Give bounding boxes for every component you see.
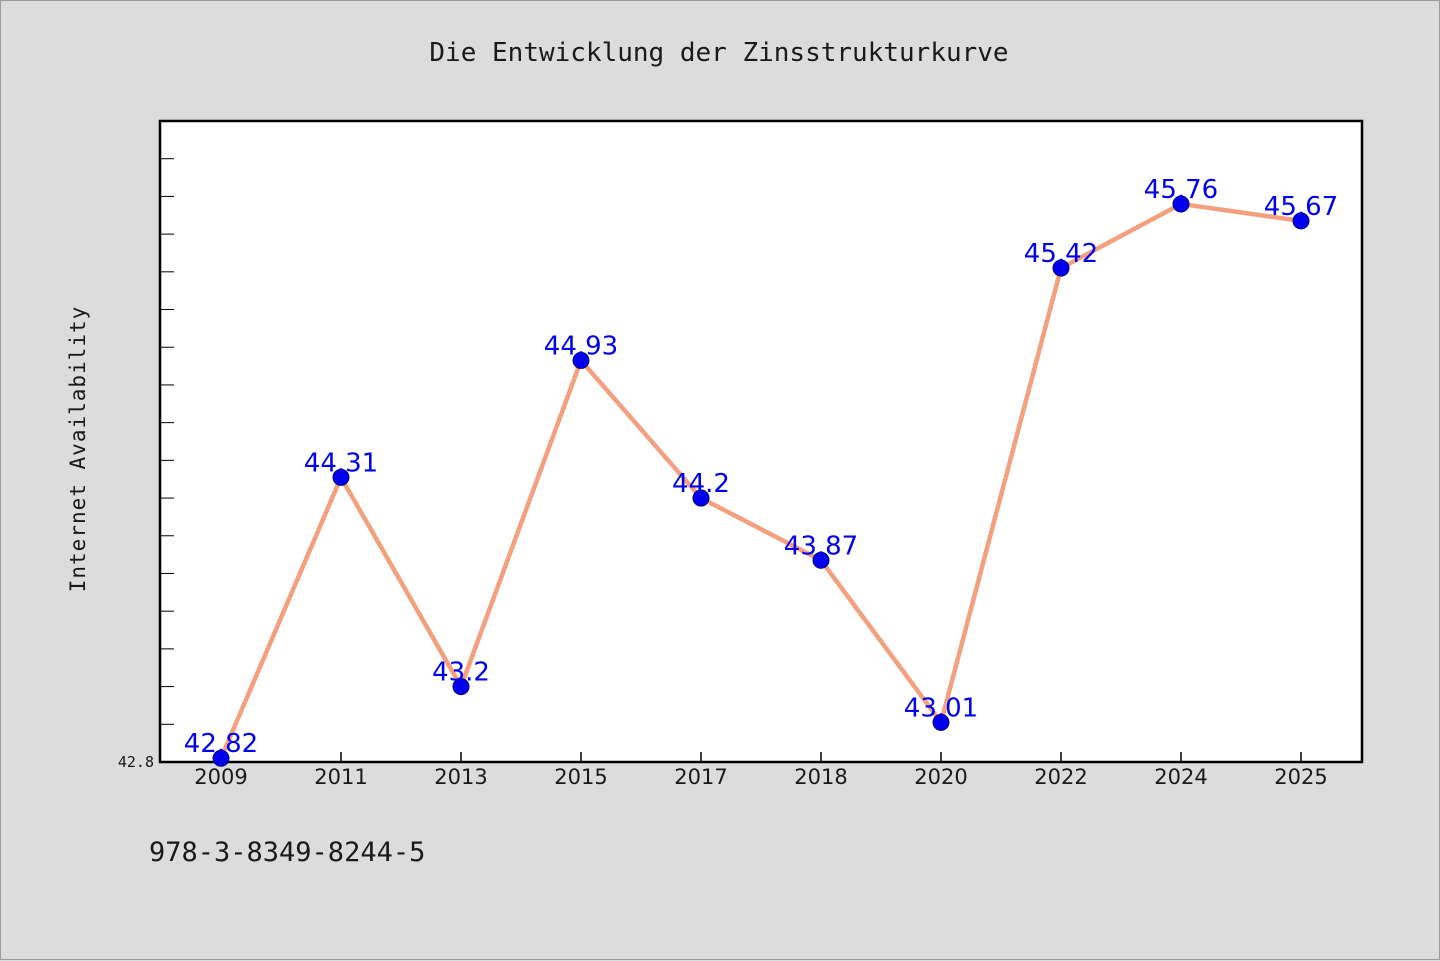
y-axis-label: Internet Availability bbox=[66, 306, 90, 593]
data-label: 43.01 bbox=[904, 693, 978, 723]
y-axis: 42.8 bbox=[118, 753, 154, 771]
data-point bbox=[212, 749, 230, 767]
data-label: 43.2 bbox=[432, 658, 490, 688]
data-point bbox=[932, 713, 950, 731]
data-point bbox=[1052, 259, 1070, 277]
data-label: 44.31 bbox=[304, 448, 378, 478]
plot-area bbox=[158, 119, 1364, 764]
data-point bbox=[332, 468, 350, 486]
data-label: 45.67 bbox=[1264, 192, 1338, 222]
x-tick-label: 2017 bbox=[674, 765, 727, 789]
data-point bbox=[572, 351, 590, 369]
series-line bbox=[218, 201, 1302, 760]
y-axis-minor-ticks bbox=[160, 158, 174, 725]
series-markers bbox=[212, 195, 1310, 767]
x-axis: 2009 2011 2013 2015 2017 2018 2020 2022 2024 2025 bbox=[194, 752, 1328, 789]
data-point bbox=[692, 489, 710, 507]
data-label: 45.76 bbox=[1144, 175, 1218, 205]
data-label: 44.2 bbox=[672, 469, 730, 499]
data-label: 45.42 bbox=[1024, 239, 1098, 269]
x-tick-label: 2009 bbox=[194, 765, 247, 789]
data-point bbox=[1172, 195, 1190, 213]
x-tick-label: 2018 bbox=[794, 765, 847, 789]
x-tick-label: 2020 bbox=[914, 765, 967, 789]
data-labels: 42.82 44.31 43.2 44.93 44.2 43.87 43.01 45.42 45… bbox=[184, 175, 1338, 759]
x-tick-label: 2025 bbox=[1274, 765, 1327, 789]
data-label: 44.93 bbox=[544, 331, 618, 361]
x-tick-label: 2022 bbox=[1034, 765, 1087, 789]
data-label: 42.82 bbox=[184, 729, 258, 759]
data-point bbox=[812, 551, 830, 569]
x-tick-label: 2015 bbox=[554, 765, 607, 789]
footer-identifier: 978-3-8349-8244-5 bbox=[149, 837, 426, 868]
x-tick-label: 2011 bbox=[314, 765, 367, 789]
data-label: 43.87 bbox=[784, 531, 858, 561]
data-point bbox=[452, 678, 470, 696]
x-tick-label: 2013 bbox=[434, 765, 487, 789]
y-tick-label: 42.8 bbox=[118, 753, 154, 771]
chart-title: Die Entwicklung der Zinsstrukturkurve bbox=[429, 38, 1008, 68]
x-tick-label: 2024 bbox=[1154, 765, 1207, 789]
data-point bbox=[1292, 212, 1310, 230]
